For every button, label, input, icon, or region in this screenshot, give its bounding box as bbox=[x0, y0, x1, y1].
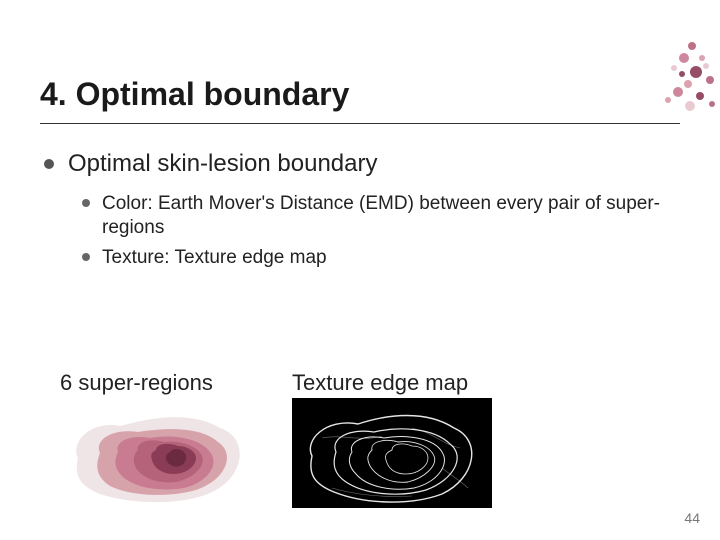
body-content: Optimal skin-lesion boundary Color: Eart… bbox=[44, 150, 676, 275]
figure-caption: 6 super-regions bbox=[60, 370, 260, 396]
bullet-level2: Color: Earth Mover's Distance (EMD) betw… bbox=[82, 192, 676, 240]
figure-image bbox=[292, 398, 492, 508]
bullet-dot-icon bbox=[82, 253, 90, 261]
slide-title: 4. Optimal boundary bbox=[40, 76, 680, 121]
bullet-level1: Optimal skin-lesion boundary bbox=[44, 150, 676, 178]
bullet-dot-icon bbox=[44, 159, 54, 169]
bullet-text: Color: Earth Mover's Distance (EMD) betw… bbox=[102, 192, 676, 240]
title-underline bbox=[40, 123, 680, 124]
figure-caption: Texture edge map bbox=[292, 370, 492, 396]
title-block: 4. Optimal boundary bbox=[40, 76, 680, 124]
slide: 4. Optimal boundary Optimal skin-lesion … bbox=[0, 0, 720, 540]
bullet-text: Texture: Texture edge map bbox=[102, 246, 327, 270]
figures-row: 6 super-regions Texture edge map bbox=[60, 370, 492, 508]
figure-texture-edge-map: Texture edge map bbox=[292, 370, 492, 508]
bullet-text: Optimal skin-lesion boundary bbox=[68, 150, 377, 178]
figure-image bbox=[60, 398, 260, 508]
bullet-dot-icon bbox=[82, 199, 90, 207]
bullet-level2: Texture: Texture edge map bbox=[82, 246, 676, 270]
page-number: 44 bbox=[684, 510, 700, 526]
figure-super-regions: 6 super-regions bbox=[60, 370, 260, 508]
